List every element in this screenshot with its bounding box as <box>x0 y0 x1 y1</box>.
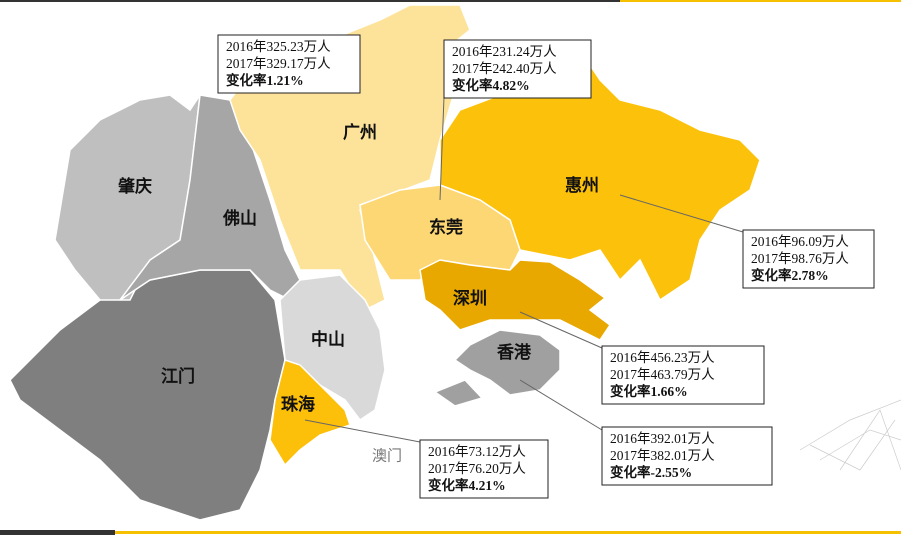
callout-box <box>742 229 875 289</box>
callout-line: 变化率1.21% <box>226 72 304 88</box>
leader-line <box>519 311 603 349</box>
callout-line: 2016年96.09万人 <box>751 234 849 249</box>
region-labels: 广州 肇庆 佛山 东莞 惠州 深圳 中山 江门 珠海 香港 澳门 <box>118 122 599 465</box>
callout-line: 2016年231.24万人 <box>452 44 557 59</box>
region-label: 广州 <box>343 122 377 143</box>
decoration <box>799 399 901 471</box>
region-label: 肇庆 <box>118 176 152 197</box>
foshan-area <box>119 94 301 302</box>
top-bar <box>620 0 901 2</box>
bottom-bar <box>115 531 901 534</box>
callout-line: 2016年73.12万人 <box>428 444 526 459</box>
callout-line: 2017年382.01万人 <box>610 448 715 463</box>
hongkong-area <box>453 329 561 396</box>
region-label: 香港 <box>497 342 532 363</box>
region-label: 东莞 <box>429 217 463 238</box>
region-label: 中山 <box>311 329 345 350</box>
callout-line: 2017年98.76万人 <box>751 251 849 266</box>
leader-lines <box>304 96 744 443</box>
region-label: 惠州 <box>565 175 599 196</box>
callout-line: 2017年463.79万人 <box>610 367 715 382</box>
callout-line: 变化率4.21% <box>428 477 506 493</box>
callout-line: 变化率-2.55% <box>610 464 692 480</box>
callout-line: 变化率1.66% <box>610 383 688 399</box>
callout-box <box>601 426 773 486</box>
callout-line: 2017年242.40万人 <box>452 61 557 76</box>
shenzhen-area <box>419 259 612 341</box>
jiangmen-area <box>9 269 286 521</box>
region-label: 佛山 <box>222 208 257 229</box>
region-label: 澳门 <box>372 447 402 465</box>
bottom-bar <box>0 530 115 535</box>
callout-box <box>217 34 361 94</box>
callout-line: 2017年76.20万人 <box>428 461 526 476</box>
callout-line: 变化率2.78% <box>751 267 829 283</box>
callout-line: 2016年325.23万人 <box>226 39 331 54</box>
callout-box <box>601 345 765 405</box>
hongkong-island <box>433 379 484 407</box>
callout-line: 2017年329.17万人 <box>226 56 331 71</box>
leader-line <box>519 379 603 431</box>
callout-line: 2016年392.01万人 <box>610 431 715 446</box>
zhuhai-area <box>269 359 351 467</box>
callout-line: 变化率4.82% <box>452 77 530 93</box>
leader-line <box>304 419 421 443</box>
top-bar <box>0 0 620 2</box>
callout-line: 2016年456.23万人 <box>610 350 715 365</box>
leader-line <box>439 96 445 201</box>
map <box>9 4 761 521</box>
leader-line <box>619 194 744 233</box>
region-label: 珠海 <box>281 394 315 415</box>
region-label: 深圳 <box>453 288 487 309</box>
callout-box <box>419 439 549 499</box>
region-label: 江门 <box>161 366 195 387</box>
callout-box <box>443 39 592 99</box>
